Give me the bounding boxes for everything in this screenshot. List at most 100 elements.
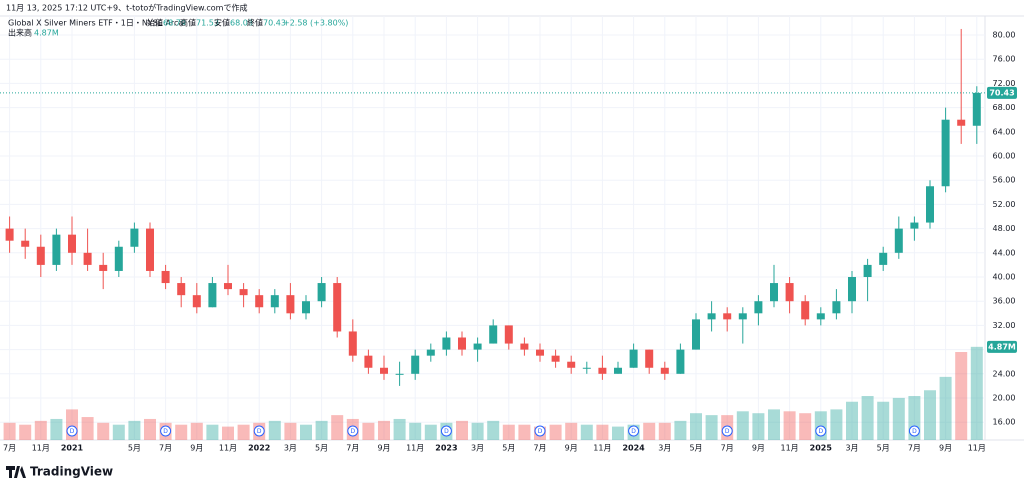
candle-body	[333, 283, 342, 332]
dividend-label: D	[631, 428, 636, 435]
x-tick-label: 7月	[159, 444, 172, 453]
volume-bar	[768, 409, 780, 440]
low-label: 安値	[214, 18, 230, 28]
candle-body	[442, 337, 451, 350]
candle-body	[645, 349, 654, 368]
volume-bar	[128, 420, 141, 440]
y-tick-label: 56.00	[993, 176, 1016, 185]
x-tick-label: 9月	[377, 444, 390, 453]
y-tick-label: 52.00	[993, 200, 1016, 209]
x-tick-label: 2025	[810, 444, 833, 453]
dividend-label: D	[163, 428, 168, 435]
volume-value: 4.87M	[34, 29, 59, 38]
y-tick-label: 24.00	[993, 369, 1016, 378]
watermark: TradingView	[30, 465, 113, 479]
last-price-badge	[987, 86, 1017, 99]
dividend-marker	[815, 425, 827, 437]
volume-bar	[861, 396, 874, 440]
volume-bar	[222, 426, 234, 440]
candle-body	[192, 295, 201, 308]
candle-body	[208, 283, 217, 308]
volume-bar	[331, 415, 344, 440]
candle-body	[879, 252, 888, 265]
volume-bar	[175, 424, 188, 440]
volume-bar	[81, 417, 94, 440]
close-label: 終値	[247, 18, 263, 28]
candle-body	[785, 283, 794, 302]
candle-body	[707, 313, 716, 320]
volume-bar	[690, 413, 702, 440]
candle-body	[68, 234, 76, 253]
volume-bar	[892, 397, 905, 440]
volume-bar	[939, 376, 952, 440]
candle-body	[723, 313, 732, 320]
volume-bar	[643, 422, 656, 440]
volume-bar	[596, 424, 609, 440]
candle-body	[380, 367, 388, 374]
volume-bar	[612, 426, 624, 440]
candle-body	[692, 319, 700, 350]
x-tick-label: 7月	[346, 444, 359, 453]
open-value: 68.79	[163, 19, 186, 28]
dividend-marker	[721, 425, 733, 437]
volume-bar	[237, 424, 250, 440]
candle-body	[832, 301, 841, 314]
dividend-label: D	[538, 428, 543, 435]
x-tick-label: 11月	[781, 444, 799, 453]
volume-bar	[471, 422, 484, 440]
candle-body	[848, 277, 856, 302]
volume-bar	[284, 422, 297, 440]
high-label: 高値	[180, 18, 196, 28]
y-tick-label: 60.00	[993, 152, 1016, 161]
open-label: 始値	[147, 18, 163, 28]
volume-bar	[518, 424, 531, 440]
x-tick-label: 11月	[406, 444, 424, 453]
low-value: 68.03	[230, 19, 253, 28]
symbol: Global X Silver Miners ETF・1日・NYSE Arca	[8, 19, 183, 28]
x-tick-label: 9月	[190, 444, 203, 453]
candle-body	[551, 355, 560, 362]
candle-body	[567, 361, 576, 368]
volume-bar	[783, 411, 796, 440]
volume-bar	[50, 418, 63, 440]
candle-body	[161, 270, 170, 284]
logo: TradingView	[6, 465, 113, 479]
volume-bar	[34, 420, 47, 440]
candle-body	[364, 355, 373, 368]
candle-body	[426, 349, 435, 356]
volume-bar	[658, 422, 671, 440]
candle-body	[146, 228, 154, 271]
candle-body	[36, 246, 45, 265]
x-tick-label: 11月	[32, 444, 50, 453]
x-tick-label: 11月	[219, 444, 237, 453]
candle-body	[473, 343, 482, 350]
x-tick-label: 5月	[128, 444, 141, 453]
volume-bar	[736, 411, 749, 440]
candle-body	[894, 228, 903, 253]
dividend-marker	[628, 425, 640, 437]
x-tick-label: 3月	[284, 444, 297, 453]
y-tick-label: 20.00	[993, 394, 1016, 403]
volume-bar	[799, 413, 812, 440]
volume-bar	[315, 420, 328, 440]
y-tick-label: 16.00	[993, 418, 1016, 427]
candle-body	[910, 222, 919, 229]
candle-body	[926, 186, 934, 223]
y-tick-label: 76.00	[993, 55, 1016, 64]
x-tick-label: 11月	[968, 444, 986, 453]
volume-bar	[409, 422, 422, 440]
y-tick-label: 40.00	[993, 273, 1016, 282]
y-tick-label: 36.00	[993, 297, 1016, 306]
x-tick-label: 7月	[908, 444, 921, 453]
x-tick-label: 5月	[689, 444, 702, 453]
volume-bar	[846, 401, 858, 440]
candle-body	[489, 325, 498, 344]
candle-body	[536, 349, 544, 356]
x-tick-label: 7月	[533, 444, 546, 453]
dividend-marker	[347, 425, 359, 437]
x-tick-label: 5月	[315, 444, 328, 453]
candle-body	[270, 295, 279, 308]
candle-body	[520, 343, 529, 350]
dividend-marker	[908, 425, 920, 437]
